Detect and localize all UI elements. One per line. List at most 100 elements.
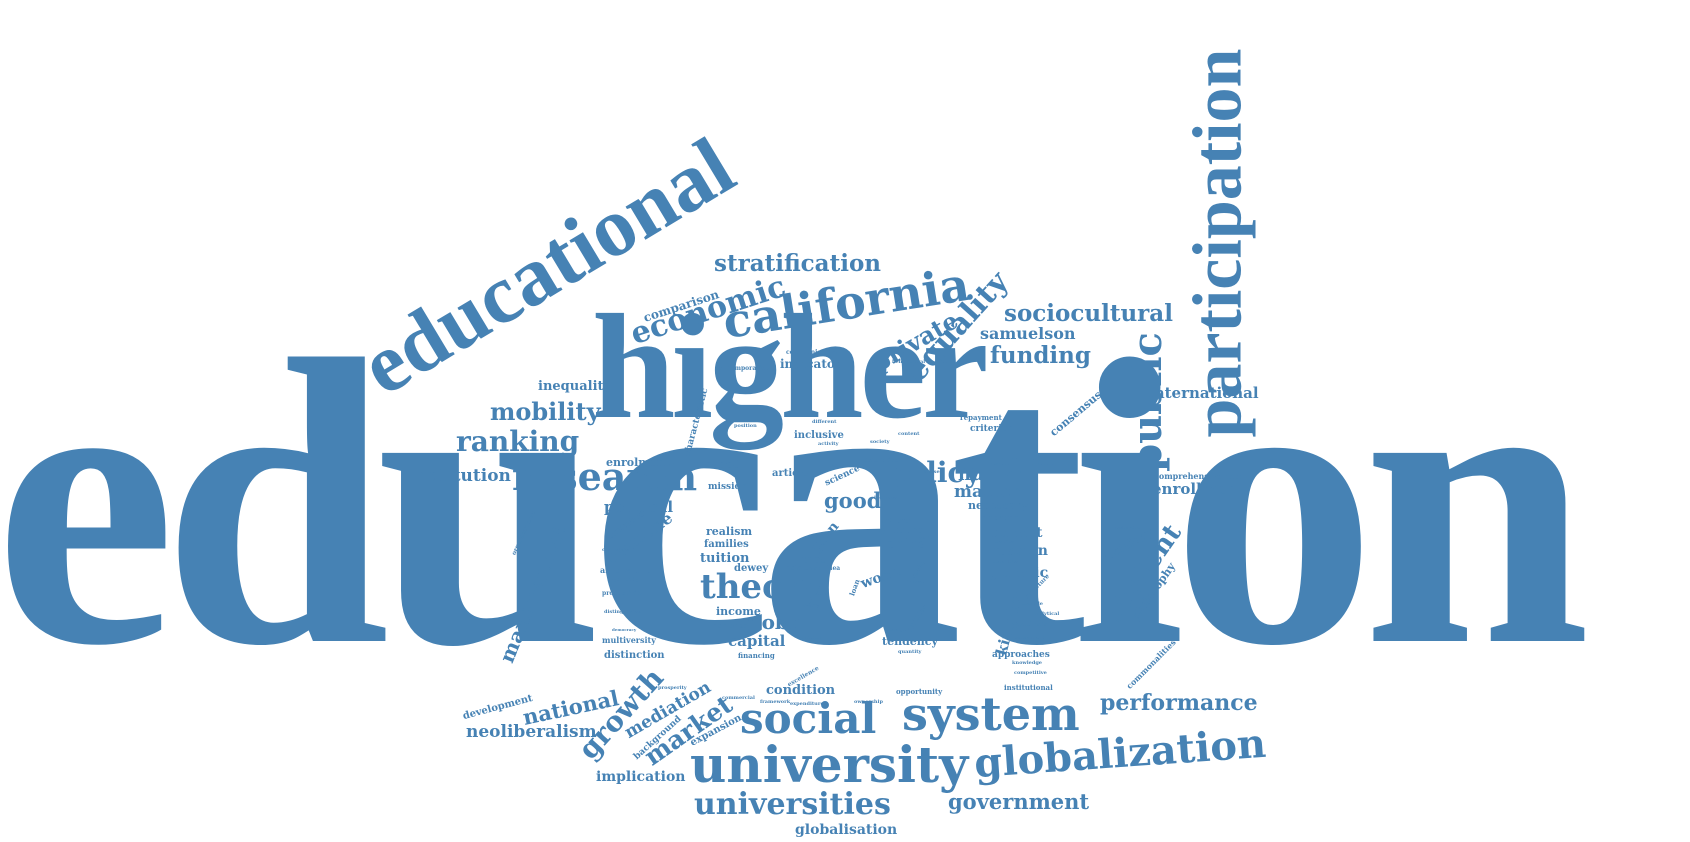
word-approaches: approaches — [992, 650, 1050, 660]
word-productivity: productivity — [602, 590, 643, 597]
word-university: university — [690, 735, 969, 794]
word-system: system — [902, 687, 1080, 741]
word-comprehensiveness: comprehensiveness — [1154, 471, 1242, 481]
word-position: position — [734, 423, 757, 429]
word-education: education — [0, 276, 1590, 730]
word-stratification: stratification — [714, 250, 882, 277]
word-possible: possible — [1020, 601, 1043, 607]
word-american: american — [982, 513, 1019, 522]
word-behavioural: behavioural — [892, 359, 926, 365]
word-globalisation: globalisation — [795, 822, 898, 838]
word-tuition: tuition — [700, 551, 750, 566]
word-challenge: challenge — [602, 547, 630, 553]
word-inequality: inequality — [538, 379, 612, 394]
word-quantity: quantity — [898, 649, 922, 655]
word-collective: collective — [992, 559, 1019, 565]
word-universities: universities — [694, 787, 891, 822]
word-public: public — [1123, 332, 1171, 472]
word-work: work — [918, 535, 932, 541]
word-implication: implication — [596, 769, 686, 785]
word-multiversity: multiversity — [602, 635, 656, 645]
word-method: method — [694, 458, 741, 471]
word-prosperity: prosperity — [658, 685, 687, 691]
word-global: global — [740, 610, 810, 634]
word-performance: performance — [1100, 690, 1258, 716]
word-government: government — [948, 789, 1090, 814]
word-value: value — [814, 591, 829, 597]
word-china: china — [886, 537, 927, 552]
word-communicative: communicative — [786, 349, 838, 356]
word-families: families — [704, 539, 749, 550]
word-investigation: investigation — [1108, 525, 1145, 531]
word-sense: sense — [924, 469, 940, 475]
word-human: human — [958, 464, 1028, 485]
word-quality: quality — [800, 603, 820, 609]
word-international: international — [1148, 384, 1259, 402]
word-fashioned: fashioned — [710, 621, 749, 630]
word-commercial: commercial — [722, 695, 755, 701]
word-samuelson: samuelson — [980, 324, 1076, 343]
word-college: college — [886, 627, 907, 633]
word-realism: realism — [706, 525, 753, 538]
word-social: social — [740, 694, 877, 743]
word-contemporaries: contemporaries — [716, 365, 769, 372]
word-assessment: assessment — [1012, 635, 1045, 641]
word-benefit: benefit — [988, 525, 1043, 541]
word-political: political — [604, 498, 674, 516]
word-common: common — [990, 453, 1058, 469]
word-enrolment: enrolment — [606, 456, 671, 469]
word-institutional: institutional — [1004, 683, 1053, 692]
word-criterion: criterion — [970, 424, 1015, 434]
word-article: article — [772, 468, 809, 479]
word-capital: capital — [728, 632, 786, 650]
word-knowledge: knowledge — [1012, 660, 1042, 666]
word-increase: increase — [874, 495, 898, 501]
word-russian: russian — [990, 543, 1048, 559]
word-activity: activity — [818, 441, 839, 447]
word-necessary: necessary — [968, 499, 1029, 512]
word-trend: trend — [896, 515, 921, 525]
word-higher: higher — [592, 284, 989, 450]
word-ranking: ranking — [456, 425, 580, 458]
word-competitive: competitive — [1014, 670, 1047, 676]
word-institution: institution — [410, 466, 511, 486]
word-income: income — [716, 605, 761, 618]
word-million: million — [802, 635, 822, 641]
word-opportunity: opportunity — [896, 687, 943, 696]
word-asia: asia — [786, 563, 802, 572]
word-research: research — [512, 454, 698, 499]
word-participation: participation — [1179, 48, 1257, 438]
word-tendency: tendency — [882, 635, 938, 648]
word-good: good — [824, 488, 882, 513]
word-distinction: distinction — [604, 650, 665, 661]
word-financing: financing — [738, 651, 775, 660]
word-funding: funding — [990, 342, 1091, 369]
word-sociocultural: sociocultural — [1004, 300, 1173, 327]
word-expenditure: expenditure — [790, 701, 824, 707]
word-inclusive: inclusive — [794, 430, 844, 441]
word-analytical: analytical — [1032, 611, 1060, 617]
word-diverse: diverse — [904, 579, 925, 585]
word-ownership: ownership — [854, 699, 883, 705]
word-mobility: mobility — [490, 397, 601, 426]
word-synthesis: synthesis — [1016, 621, 1048, 628]
word-framework: framework — [760, 699, 791, 705]
word-repayment: repayment — [960, 413, 1002, 422]
word-failure: failure — [830, 463, 849, 469]
word-policy: policy — [888, 456, 981, 489]
word-class: class — [804, 565, 821, 572]
word-created: created — [994, 539, 1016, 545]
word-indicator: indicator — [780, 357, 842, 371]
word-mission: mission — [708, 482, 748, 492]
word-determine: determine — [864, 457, 899, 464]
word-society: society — [870, 439, 890, 445]
word-condition: condition — [766, 683, 836, 698]
word-dewey: dewey — [734, 563, 769, 574]
word-enrollment: enrollment — [1152, 480, 1246, 498]
word-more: more — [894, 525, 923, 536]
word-theory: theory — [700, 567, 823, 607]
word-vygotsky: vygotsky — [610, 576, 639, 583]
word-ambivalent: ambivalent — [600, 565, 650, 575]
word-idea: idea — [826, 565, 841, 572]
